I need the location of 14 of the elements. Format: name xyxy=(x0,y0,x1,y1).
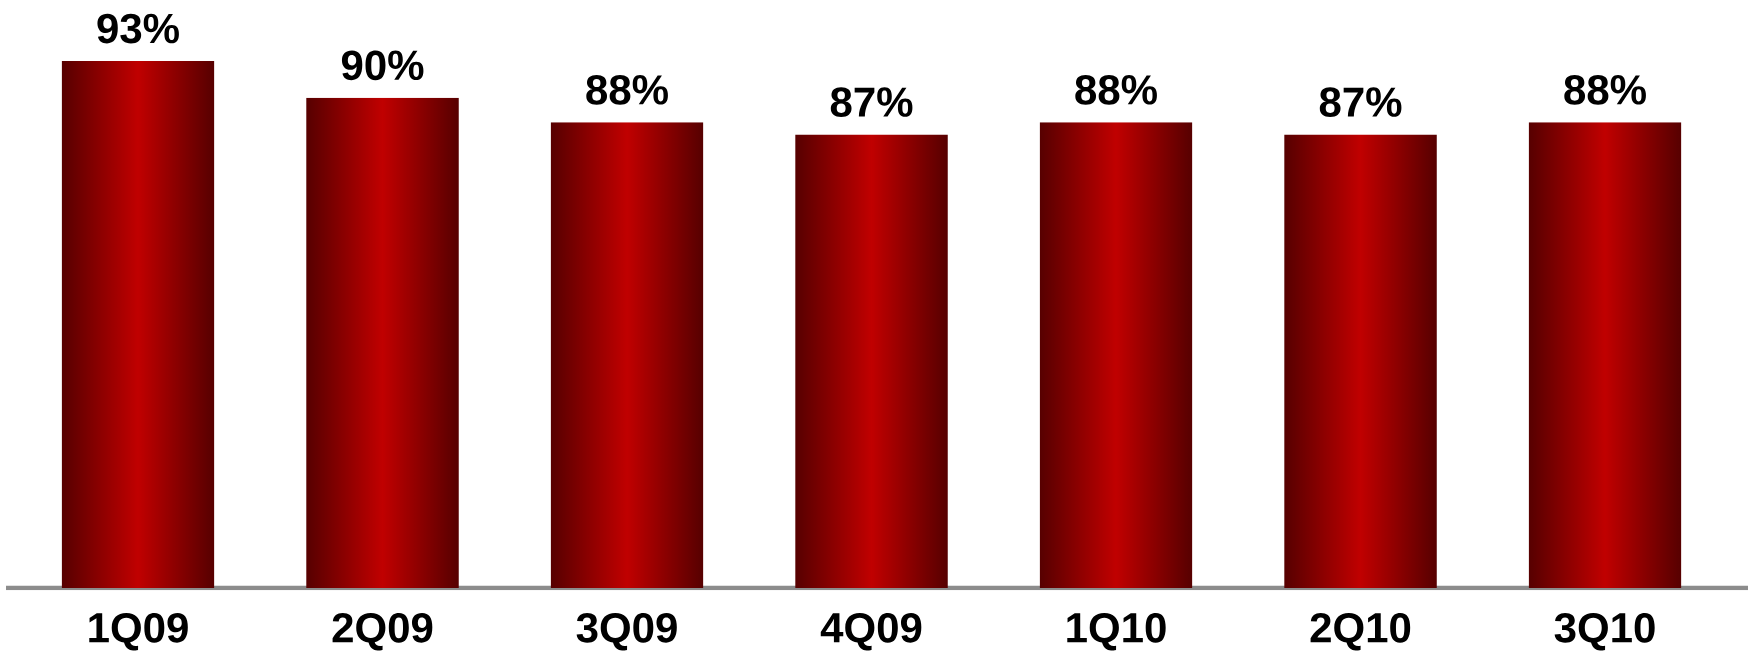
x-tick-label: 1Q09 xyxy=(89,612,188,651)
data-label: 88% xyxy=(586,74,668,105)
data-label: 87% xyxy=(830,87,913,117)
data-label: 90% xyxy=(341,50,424,81)
x-tick-label: 3Q10 xyxy=(1554,612,1655,651)
data-label: 93% xyxy=(97,13,179,44)
x-tick-label: 4Q09 xyxy=(820,612,922,651)
data-label: 88% xyxy=(1075,74,1157,105)
data-label: 87% xyxy=(1319,87,1402,117)
x-tick-label: 3Q09 xyxy=(576,612,677,651)
x-tick-label: 2Q10 xyxy=(1310,612,1411,651)
x-tick-label: 2Q09 xyxy=(332,612,433,651)
x-tick-label: 1Q10 xyxy=(1067,612,1166,651)
data-label: 88% xyxy=(1564,74,1646,105)
